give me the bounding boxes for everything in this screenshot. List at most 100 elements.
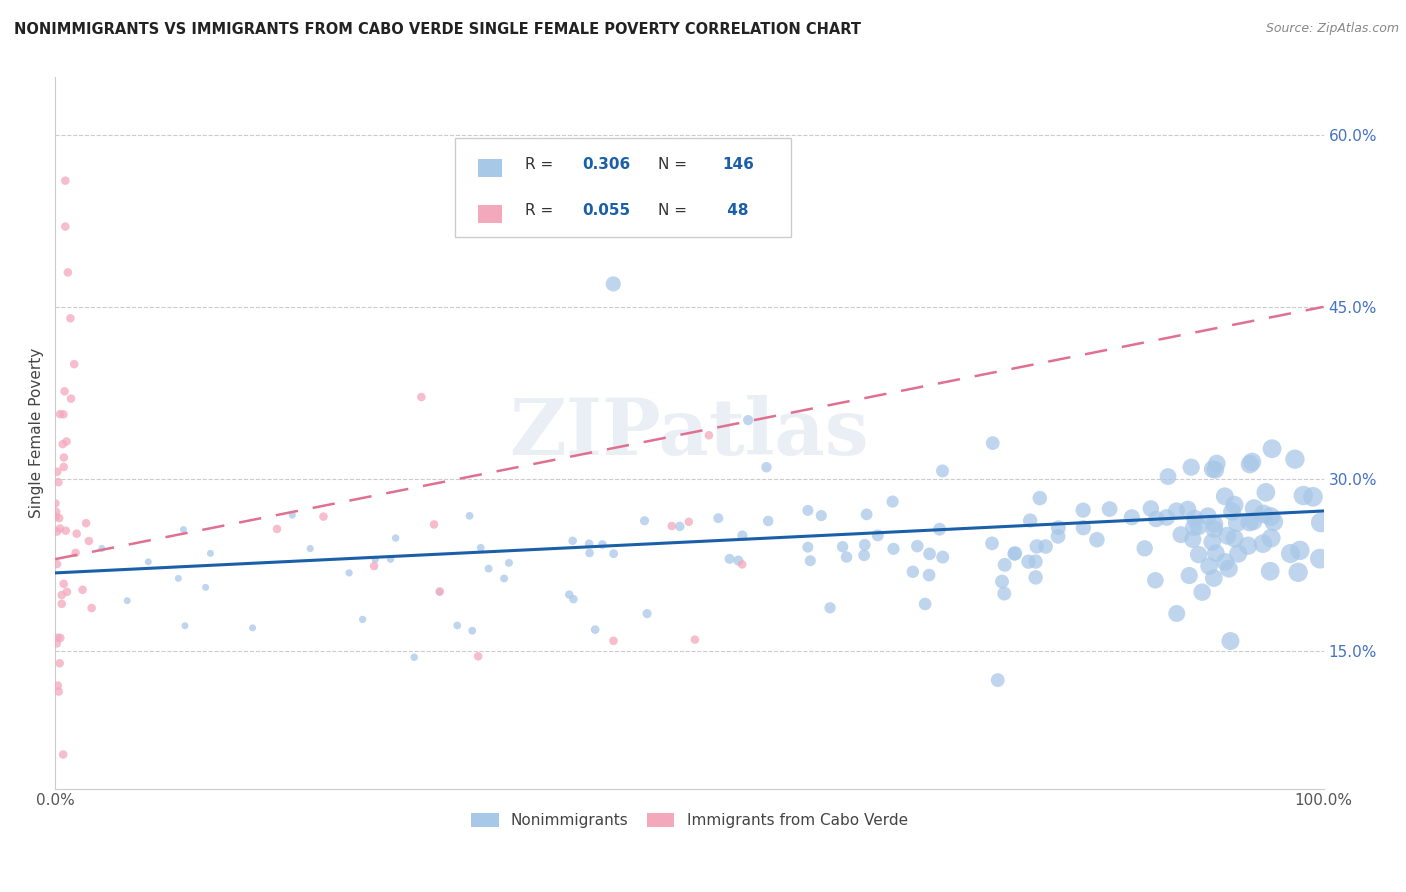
Point [558,588,581,602]
Point [810,508,832,523]
Point [1004,546,1026,560]
Point [993,586,1015,600]
Point [467,649,489,664]
Point [49,407,72,421]
Point [905,539,928,553]
Point [337,566,360,580]
Point [1133,541,1156,556]
Point [1181,533,1204,547]
Point [45,505,67,519]
Point [818,600,841,615]
Point [1254,485,1277,500]
Point [1071,503,1094,517]
Point [194,580,217,594]
Point [678,515,700,529]
Point [1204,517,1226,532]
Point [914,597,936,611]
Point [494,572,516,586]
Text: 48: 48 [721,202,748,218]
Point [602,633,624,648]
Point [46,524,69,539]
Point [718,551,741,566]
Point [1218,561,1240,575]
Point [602,277,624,291]
Point [1025,570,1047,584]
Text: R =: R = [526,202,558,218]
Point [755,460,778,475]
Point [167,571,190,585]
Point [928,522,950,536]
Point [661,519,683,533]
Point [866,528,889,542]
Point [1205,546,1227,560]
Point [478,561,501,575]
Point [1017,555,1039,569]
Point [1047,529,1070,543]
Point [498,556,520,570]
Point [48,684,70,698]
Point [51,597,73,611]
Point [52,450,75,465]
Point [1073,521,1095,535]
Point [384,531,406,545]
Point [55,434,77,449]
Point [1240,455,1263,469]
Point [52,437,75,451]
Point [1191,585,1213,599]
Point [882,494,904,508]
Point [1302,490,1324,504]
Point [697,428,720,442]
Point [591,537,613,551]
Text: ZIPatlas: ZIPatlas [509,395,869,471]
Text: 0.055: 0.055 [582,202,630,218]
Point [1284,452,1306,467]
Point [1219,634,1241,648]
Point [1258,564,1281,578]
Point [65,546,87,560]
Point [242,621,264,635]
Point [56,265,79,279]
Point [1187,548,1209,562]
Point [633,514,655,528]
Point [1243,501,1265,516]
Point [446,618,468,632]
Point [918,568,941,582]
Point [636,607,658,621]
Point [174,619,197,633]
Point [1289,543,1312,558]
Point [55,524,77,538]
Point [1286,566,1309,580]
Point [1201,462,1223,476]
Point [52,460,75,475]
Point [63,357,86,371]
Point [1019,514,1042,528]
Point [172,523,194,537]
Point [1239,516,1261,530]
Text: R =: R = [526,157,558,171]
Point [461,624,484,638]
Point [53,384,76,399]
Point [66,526,89,541]
Point [44,496,66,510]
Point [583,623,606,637]
Point [1184,511,1206,525]
Point [52,747,75,762]
Point [931,464,953,478]
Point [458,508,481,523]
Point [1180,460,1202,475]
Point [1157,469,1180,483]
Point [562,592,585,607]
Point [48,511,70,525]
Point [266,522,288,536]
Point [312,509,335,524]
Point [46,679,69,693]
Point [1213,555,1236,569]
Point [1205,457,1227,471]
Point [411,390,433,404]
Point [75,516,97,531]
Point [470,541,492,555]
Point [1144,512,1167,526]
Point [683,632,706,647]
Point [46,465,69,479]
Point [200,546,222,560]
